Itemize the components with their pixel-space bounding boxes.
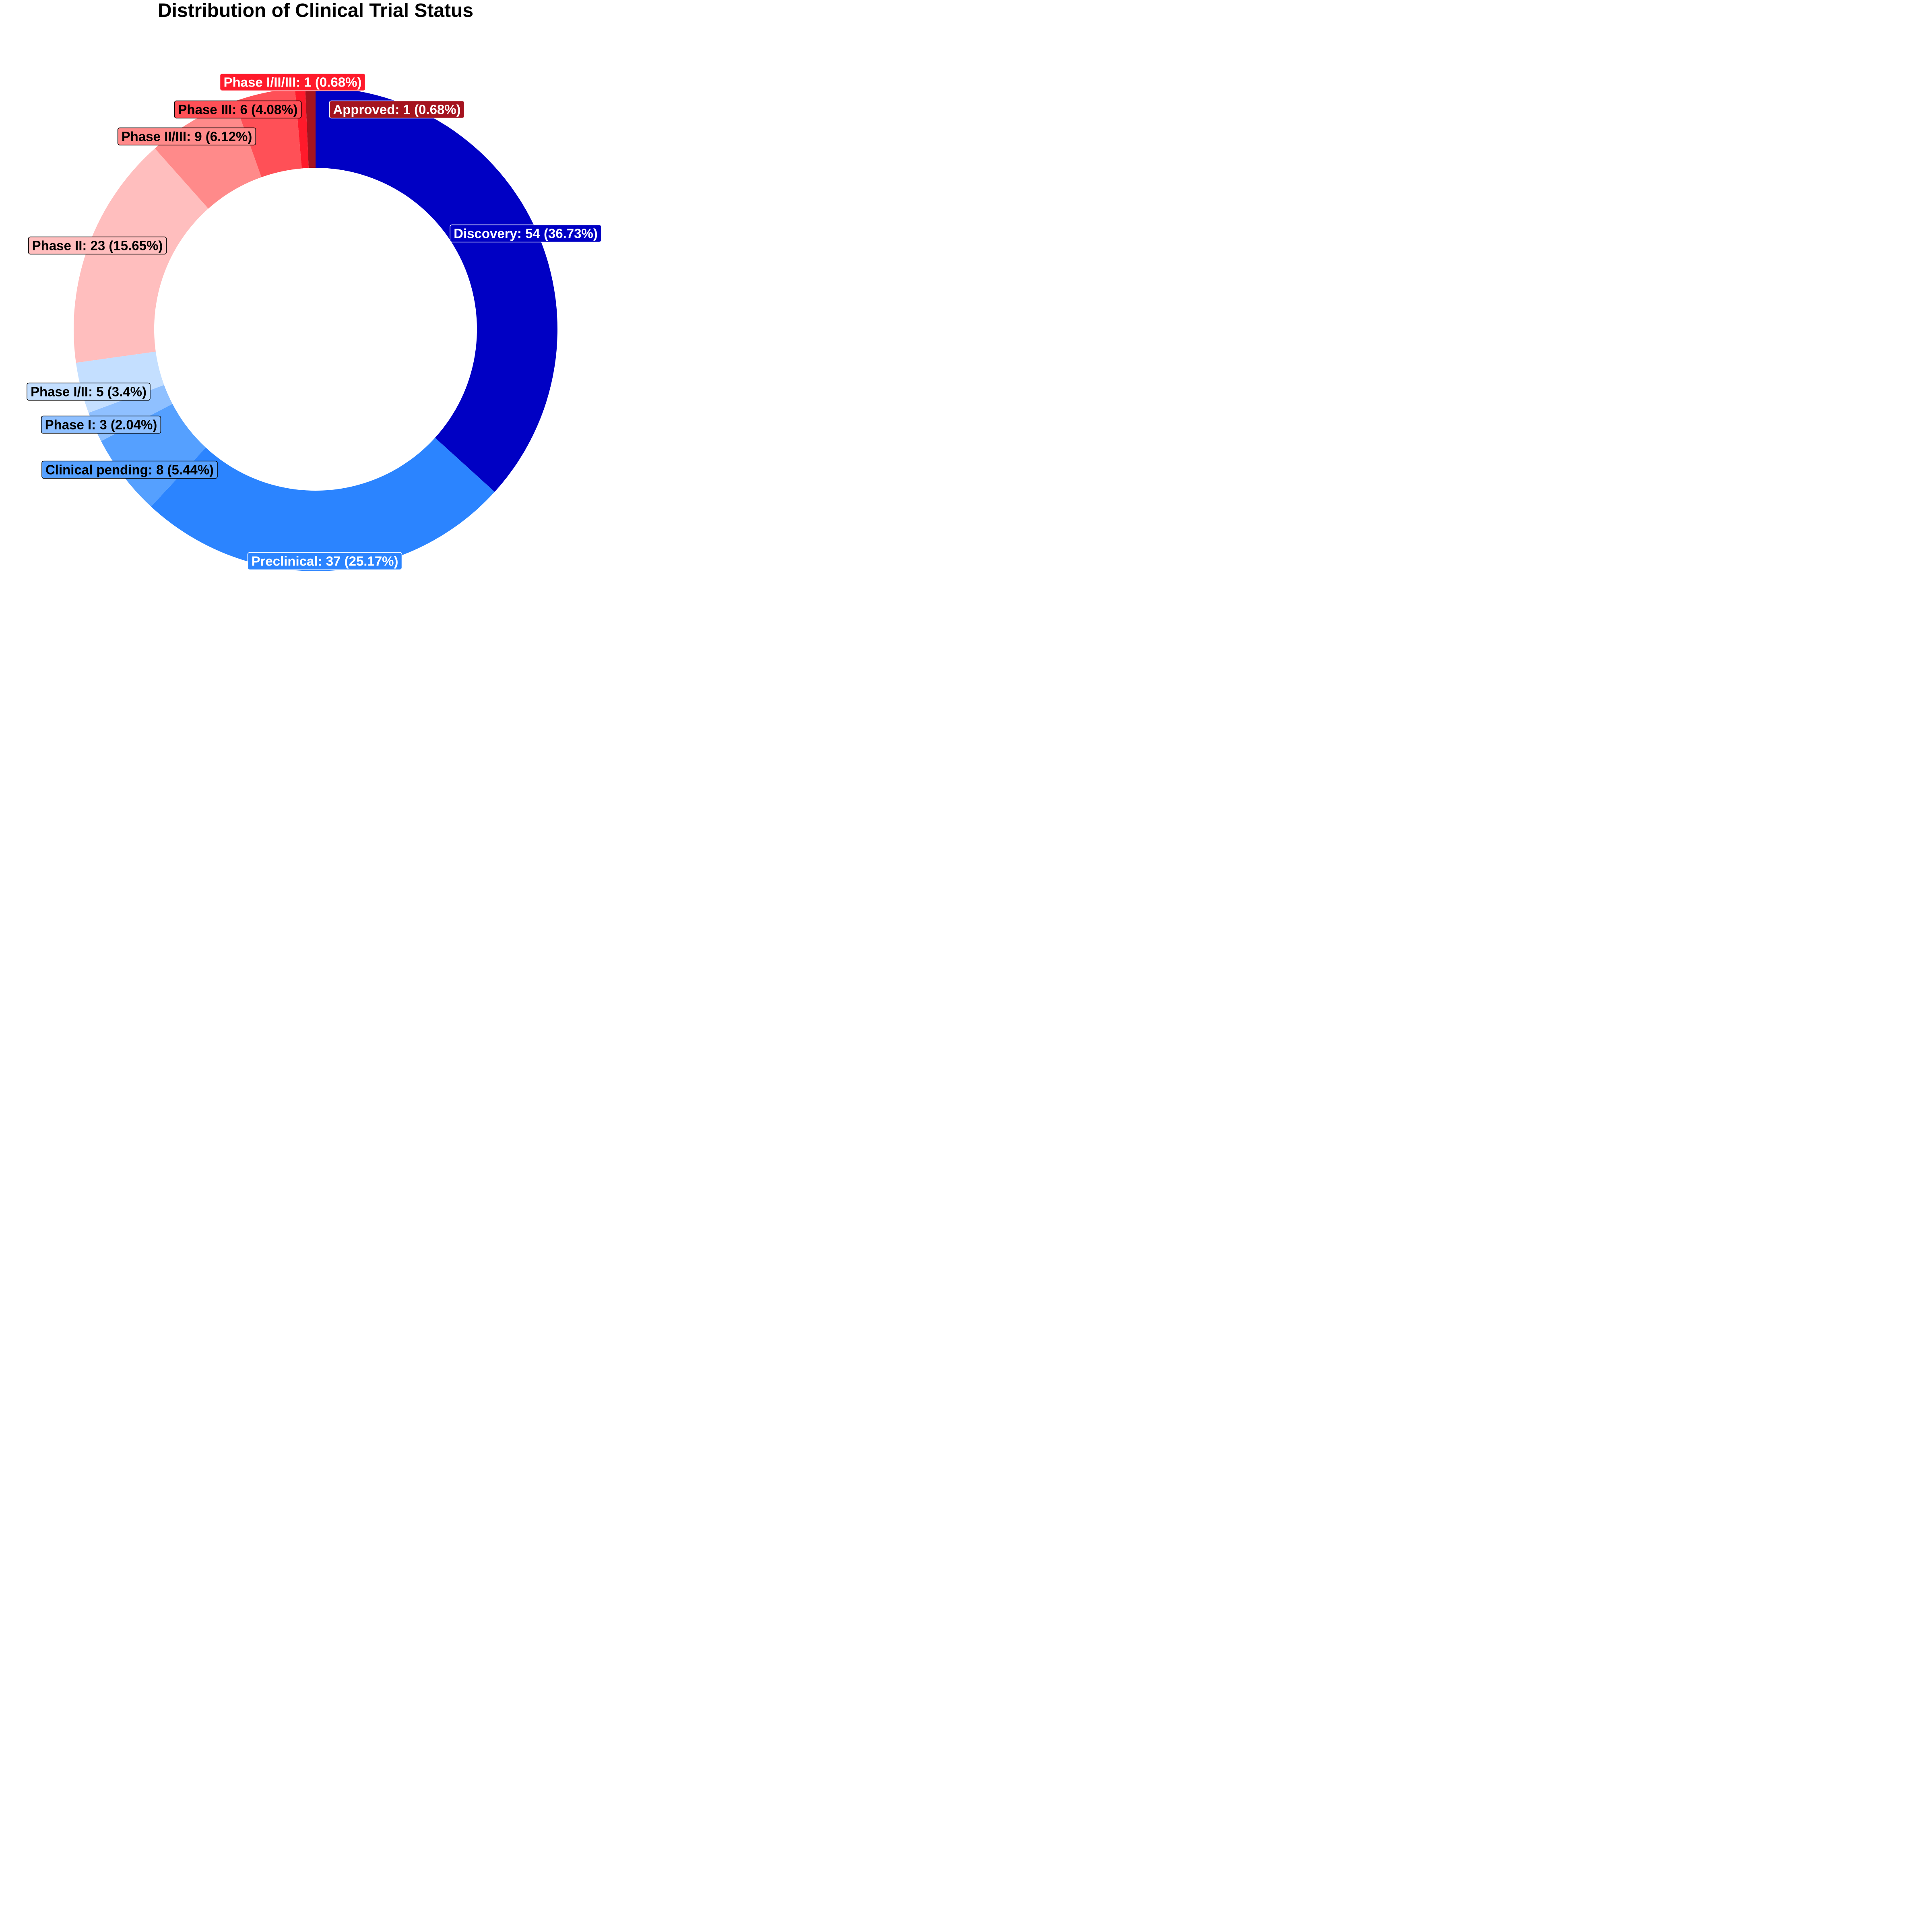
slice-label-phase-i: Phase I: 3 (2.04%) — [41, 415, 161, 434]
slice-label-phase-i-ii-iii: Phase I/II/III: 1 (0.68%) — [219, 73, 366, 91]
slice-label-text: Phase I/II: 5 (3.4%) — [31, 384, 147, 399]
slice-approved — [305, 87, 316, 168]
slice-label-text: Phase III: 6 (4.08%) — [178, 102, 297, 117]
slice-label-box — [247, 552, 402, 570]
slices-layer — [74, 87, 557, 572]
slice-phase-ii — [74, 148, 208, 363]
slice-label-text: Phase I: 3 (2.04%) — [45, 417, 157, 432]
slice-label-box — [329, 100, 465, 119]
slice-label-preclinical: Preclinical: 37 (25.17%) — [247, 552, 402, 570]
slice-label-box — [450, 224, 602, 243]
slice-label-text: Clinical pending: 8 (5.44%) — [45, 462, 214, 477]
slice-label-phase-ii: Phase II: 23 (15.65%) — [28, 236, 167, 255]
slice-label-box — [41, 460, 218, 479]
slice-discovery — [316, 87, 557, 492]
labels-layer: Discovery: 54 (36.73%) Preclinical: 37 (2… — [27, 73, 602, 570]
slice-label-text: Phase I/II/III: 1 (0.68%) — [224, 75, 362, 90]
slice-label-text: Approved: 1 (0.68%) — [333, 102, 460, 117]
slice-preclinical — [151, 438, 495, 572]
slice-label-phase-ii-iii: Phase II/III: 9 (6.12%) — [117, 127, 256, 146]
slice-label-text: Preclinical: 37 (25.17%) — [251, 554, 398, 569]
slice-label-text: Discovery: 54 (36.73%) — [454, 226, 598, 241]
slice-label-box — [41, 415, 161, 434]
slice-label-approved: Approved: 1 (0.68%) — [329, 100, 465, 119]
slice-label-box — [27, 382, 151, 401]
slice-label-text: Phase II/III: 9 (6.12%) — [122, 129, 252, 144]
slice-label-phase-iii: Phase III: 6 (4.08%) — [174, 100, 302, 119]
slice-label-box — [28, 236, 167, 255]
slice-label-box — [117, 127, 256, 146]
slice-label-clinical-pending: Clinical pending: 8 (5.44%) — [41, 460, 218, 479]
slice-label-phase-i-ii: Phase I/II: 5 (3.4%) — [27, 382, 151, 401]
donut-chart: Distribution of Clinical Trial Status Di… — [27, 0, 602, 572]
slice-label-box — [219, 73, 366, 91]
slice-label-box — [174, 100, 302, 119]
chart-title: Distribution of Clinical Trial Status — [158, 0, 473, 21]
slice-label-text: Phase II: 23 (15.65%) — [32, 238, 163, 253]
slice-label-discovery: Discovery: 54 (36.73%) — [450, 224, 602, 243]
